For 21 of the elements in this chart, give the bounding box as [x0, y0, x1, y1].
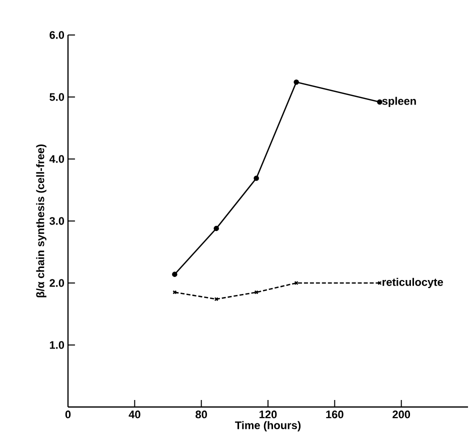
y-tick-label: 6.0: [50, 31, 64, 39]
x-tick-label: 40: [128, 410, 140, 418]
y-tick-label: 5.0: [50, 93, 64, 101]
point: [172, 272, 178, 277]
point: [254, 176, 259, 181]
series-label: reticulocyte: [382, 278, 443, 288]
point: [214, 226, 219, 232]
x-tick-label: 200: [392, 410, 410, 418]
y-tick-label: 3.0: [49, 217, 64, 225]
x-tick-label: 120: [260, 410, 277, 418]
x-tick-label: 80: [196, 410, 207, 418]
series-label: spleen: [382, 96, 416, 108]
x-axis-title: Time (hours): [235, 421, 301, 432]
y-tick-label: 2.0: [50, 279, 64, 287]
x-tick-label: 0: [65, 410, 71, 418]
x-tick-label: 160: [326, 410, 344, 418]
y-axis-title: β/α chain synthesis (cell-free): [36, 144, 46, 298]
y-tick-label: 4.0: [49, 155, 64, 163]
point: [294, 79, 299, 85]
point: [377, 99, 382, 105]
y-tick-label: 1.0: [50, 341, 64, 349]
